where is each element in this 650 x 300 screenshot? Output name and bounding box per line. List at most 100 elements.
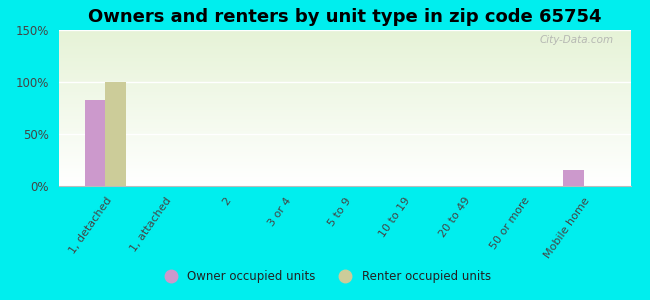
- Bar: [58, 131, 630, 132]
- Bar: [58, 172, 630, 173]
- Bar: [58, 163, 630, 164]
- Bar: [58, 169, 630, 170]
- Bar: [58, 95, 630, 96]
- Bar: [58, 179, 630, 180]
- Bar: [58, 50, 630, 51]
- Bar: [58, 93, 630, 94]
- Bar: [58, 106, 630, 107]
- Bar: [58, 139, 630, 140]
- Bar: [58, 104, 630, 105]
- Bar: [58, 94, 630, 95]
- Bar: [58, 75, 630, 76]
- Bar: [563, 170, 584, 186]
- Bar: [58, 157, 630, 158]
- Bar: [58, 150, 630, 151]
- Legend: Owner occupied units, Renter occupied units: Owner occupied units, Renter occupied un…: [154, 266, 496, 288]
- Bar: [58, 67, 630, 68]
- Bar: [58, 99, 630, 100]
- Bar: [58, 175, 630, 176]
- Bar: [58, 158, 630, 159]
- Bar: [58, 84, 630, 85]
- Bar: [58, 128, 630, 129]
- Bar: [58, 80, 630, 81]
- Bar: [58, 53, 630, 54]
- Bar: [58, 114, 630, 115]
- Bar: [58, 123, 630, 124]
- Bar: [58, 135, 630, 136]
- Bar: [58, 41, 630, 42]
- Bar: [58, 64, 630, 65]
- Bar: [58, 162, 630, 163]
- Bar: [58, 137, 630, 138]
- Bar: [58, 38, 630, 39]
- Bar: [58, 151, 630, 152]
- Bar: [58, 118, 630, 119]
- Bar: [58, 52, 630, 53]
- Bar: [58, 83, 630, 84]
- Bar: [58, 154, 630, 155]
- Bar: [58, 132, 630, 133]
- Bar: [58, 73, 630, 74]
- Bar: [58, 166, 630, 167]
- Bar: [58, 144, 630, 145]
- Bar: [58, 76, 630, 77]
- Bar: [58, 140, 630, 141]
- Bar: [58, 40, 630, 41]
- Bar: [58, 141, 630, 142]
- Bar: [58, 124, 630, 125]
- Bar: [58, 92, 630, 93]
- Bar: [58, 33, 630, 34]
- Bar: [58, 58, 630, 59]
- Bar: [58, 100, 630, 101]
- Bar: [58, 37, 630, 38]
- Bar: [58, 57, 630, 58]
- Bar: [58, 182, 630, 183]
- Bar: [58, 177, 630, 178]
- Bar: [58, 42, 630, 43]
- Bar: [58, 63, 630, 64]
- Bar: [58, 66, 630, 67]
- Bar: [58, 127, 630, 128]
- Bar: [58, 56, 630, 57]
- Bar: [58, 44, 630, 45]
- Bar: [58, 184, 630, 185]
- Bar: [58, 43, 630, 44]
- Bar: [58, 55, 630, 56]
- Bar: [58, 101, 630, 102]
- Bar: [58, 30, 630, 31]
- Bar: [58, 185, 630, 186]
- Bar: [58, 49, 630, 50]
- Bar: [58, 69, 630, 70]
- Bar: [58, 108, 630, 109]
- Bar: [58, 134, 630, 135]
- Bar: [58, 85, 630, 86]
- Bar: [58, 116, 630, 117]
- Bar: [58, 54, 630, 55]
- Bar: [58, 143, 630, 144]
- Bar: [58, 165, 630, 166]
- Bar: [58, 147, 630, 148]
- Bar: [58, 36, 630, 37]
- Bar: [58, 181, 630, 182]
- Bar: [58, 32, 630, 33]
- Bar: [84, 100, 105, 186]
- Bar: [58, 51, 630, 52]
- Bar: [58, 39, 630, 40]
- Bar: [58, 107, 630, 108]
- Bar: [58, 148, 630, 149]
- Bar: [58, 149, 630, 150]
- Bar: [58, 71, 630, 72]
- Bar: [58, 167, 630, 168]
- Bar: [58, 48, 630, 49]
- Title: Owners and renters by unit type in zip code 65754: Owners and renters by unit type in zip c…: [88, 8, 601, 26]
- Bar: [58, 85, 630, 86]
- Bar: [58, 145, 630, 146]
- Bar: [58, 160, 630, 161]
- Bar: [58, 89, 630, 90]
- Bar: [58, 174, 630, 175]
- Bar: [58, 146, 630, 147]
- Bar: [58, 47, 630, 48]
- Bar: [58, 68, 630, 69]
- Bar: [58, 136, 630, 137]
- Bar: [58, 152, 630, 153]
